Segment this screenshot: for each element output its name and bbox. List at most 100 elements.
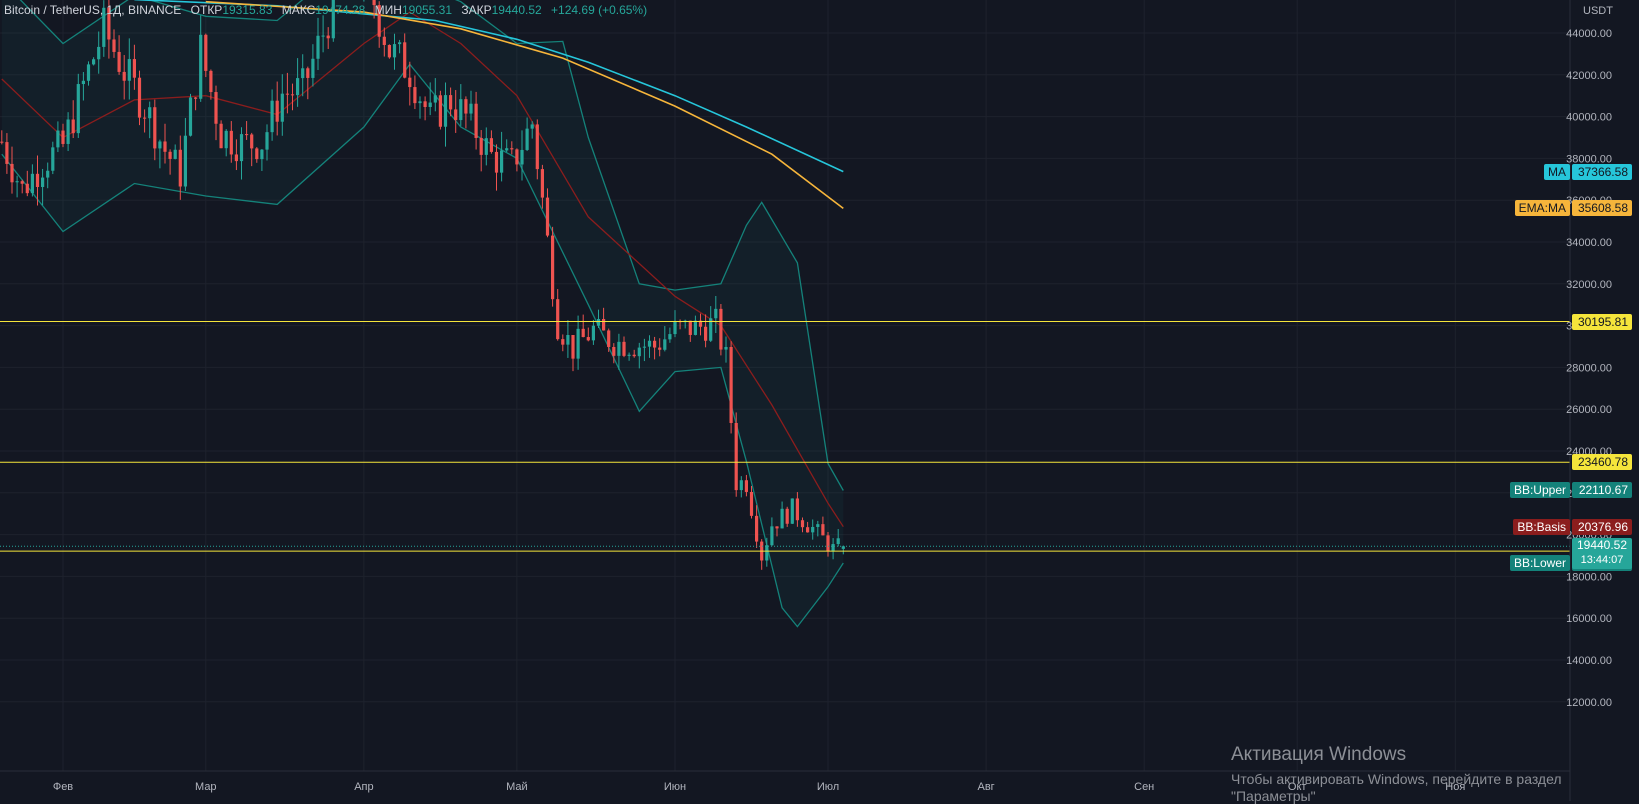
candle-body xyxy=(122,71,126,81)
time-tick-label: Мар xyxy=(195,781,217,793)
candle-body xyxy=(260,149,264,160)
candle-body xyxy=(724,346,728,350)
candles xyxy=(0,0,845,570)
candle-body xyxy=(596,319,601,326)
candle-body xyxy=(714,308,718,319)
candle-body xyxy=(97,46,101,60)
bollinger-band-fill xyxy=(1,0,844,627)
candle-body xyxy=(642,346,646,348)
candle-body xyxy=(663,339,667,350)
candle-body xyxy=(71,119,75,134)
candle-body xyxy=(632,354,636,357)
candle-body xyxy=(484,138,488,155)
candle-body xyxy=(709,318,713,341)
candle-body xyxy=(540,169,544,198)
currency-label: USDT xyxy=(1583,5,1613,17)
low-value: 19055.31 xyxy=(401,3,453,17)
candle-body xyxy=(785,508,789,524)
close-label: ЗАКР xyxy=(461,3,492,17)
candle-body xyxy=(734,422,738,491)
candle-body xyxy=(647,340,652,347)
price-tag-value: 22110.67 xyxy=(1572,482,1632,499)
price-tag-label: BB:Lower xyxy=(1509,554,1570,571)
candle-body xyxy=(127,59,131,81)
candle-body xyxy=(372,0,376,6)
candle-body xyxy=(423,101,427,108)
candle-body xyxy=(92,59,96,65)
price-tag-value: 35608.58 xyxy=(1572,200,1632,217)
candle-body xyxy=(148,107,152,119)
candle-body xyxy=(428,102,432,108)
candle-body xyxy=(173,149,177,159)
change-value: +124.69 (+0.65%) xyxy=(551,3,648,17)
candle-body xyxy=(413,87,417,104)
price-scale[interactable]: 44000.0042000.0040000.0038000.0036000.00… xyxy=(1566,5,1613,709)
candle-body xyxy=(214,92,218,124)
candle-body xyxy=(673,321,677,335)
candle-body xyxy=(15,181,19,183)
candle-body xyxy=(627,354,631,356)
candle-body xyxy=(403,42,407,78)
candle-body xyxy=(398,42,402,45)
candle-body xyxy=(408,77,412,88)
candle-body xyxy=(132,59,136,78)
candle-body xyxy=(387,44,391,58)
price-tag-value: 37366.58 xyxy=(1572,163,1632,180)
candle-body xyxy=(535,124,539,170)
candle-body xyxy=(296,78,300,96)
candle-body xyxy=(607,330,611,347)
time-tick-label: Июл xyxy=(817,781,839,793)
time-scale[interactable]: Фев Мар Апр Май Июн Июл Авг Сен Окт Ноя xyxy=(53,781,1466,793)
candle-body xyxy=(637,347,641,357)
candle-body xyxy=(433,95,437,103)
high-value: 19474.28 xyxy=(315,3,366,17)
candle-body xyxy=(382,36,386,45)
candle-body xyxy=(795,498,799,521)
price-tick-label: 42000.00 xyxy=(1566,70,1612,82)
candle-body xyxy=(183,135,187,187)
candle-body xyxy=(112,39,116,52)
high-label: МАКС xyxy=(281,3,316,17)
open-label: ОТКР xyxy=(190,3,223,17)
candle-body xyxy=(255,148,259,160)
price-tick-label: 34000.00 xyxy=(1566,237,1612,249)
candle-body xyxy=(505,148,509,151)
candle-body xyxy=(86,64,91,81)
candle-body xyxy=(20,181,24,184)
candle-body xyxy=(744,480,748,492)
time-tick-label: Сен xyxy=(1134,781,1154,793)
symbol-legend: Bitcoin / TetherUS, 1Д, BINANCE ОТКР1931… xyxy=(4,3,647,17)
candle-body xyxy=(688,320,692,335)
candle-body xyxy=(525,128,529,150)
candle-body xyxy=(510,148,514,150)
candle-body xyxy=(765,545,769,561)
candle-body xyxy=(168,151,172,159)
candle-body xyxy=(224,130,228,149)
candle-body xyxy=(163,141,167,152)
horizontal-lines[interactable] xyxy=(0,321,1570,552)
candle-body xyxy=(306,68,310,78)
candle-body xyxy=(719,308,723,350)
price-tick-label: 12000.00 xyxy=(1566,697,1612,709)
candle-body xyxy=(117,51,121,72)
candle-body xyxy=(102,7,106,47)
candle-body xyxy=(770,526,774,546)
candle-body xyxy=(41,177,45,187)
symbol-title[interactable]: Bitcoin / TetherUS, 1Д, BINANCE xyxy=(4,3,182,17)
candle-body xyxy=(178,149,182,187)
candle-body xyxy=(10,163,14,183)
time-tick-label: Май xyxy=(506,781,528,793)
grid xyxy=(0,0,1570,771)
candle-body xyxy=(265,132,269,150)
candle-body xyxy=(449,95,453,110)
candle-body xyxy=(464,99,468,114)
price-tick-label: 40000.00 xyxy=(1566,112,1612,124)
candle-body xyxy=(551,235,555,300)
candle-body xyxy=(806,527,810,533)
candle-body xyxy=(438,95,442,127)
candle-body xyxy=(35,173,40,187)
candle-body xyxy=(530,124,534,129)
candle-body xyxy=(51,147,55,171)
price-tick-label: 38000.00 xyxy=(1566,153,1612,165)
